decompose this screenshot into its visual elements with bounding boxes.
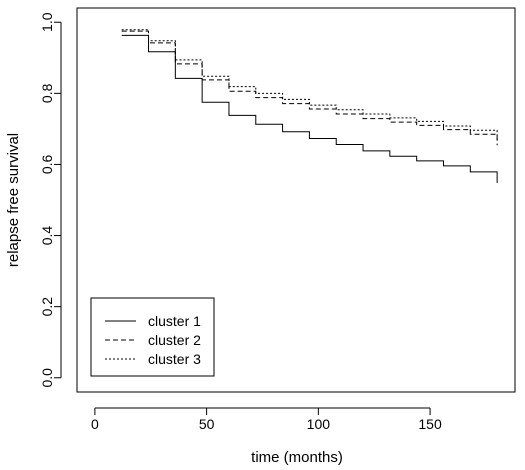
- plot-frame: [76, 7, 516, 393]
- y-axis: 0.0 0.2 0.4 0.6 0.8 1.0: [39, 12, 62, 388]
- series-line-2: [121, 30, 498, 146]
- y-tick-label: 0.4: [39, 226, 55, 246]
- x-tick-label: 150: [418, 416, 442, 432]
- legend-label-3: cluster 3: [148, 351, 201, 367]
- legend: cluster 1 cluster 2 cluster 3: [90, 297, 215, 377]
- y-tick-label: 0.2: [39, 297, 55, 317]
- legend-label-1: cluster 1: [148, 313, 201, 329]
- y-axis-title: relapse free survival: [5, 133, 22, 267]
- series-line-1: [121, 34, 498, 183]
- y-tick-label: 0.8: [39, 83, 55, 103]
- y-tick-label: 0.0: [39, 368, 55, 388]
- x-tick-label: 100: [307, 416, 331, 432]
- x-tick-label: 50: [199, 416, 215, 432]
- y-tick-label: 0.6: [39, 155, 55, 175]
- x-axis-title: time (months): [251, 449, 343, 466]
- x-axis: 0 50 100 150: [91, 407, 442, 432]
- series-layer: [121, 29, 498, 183]
- series-line-3: [121, 29, 498, 141]
- y-tick-label: 1.0: [39, 12, 55, 32]
- legend-box: [90, 297, 215, 377]
- legend-label-2: cluster 2: [148, 332, 201, 348]
- x-tick-label: 0: [91, 416, 99, 432]
